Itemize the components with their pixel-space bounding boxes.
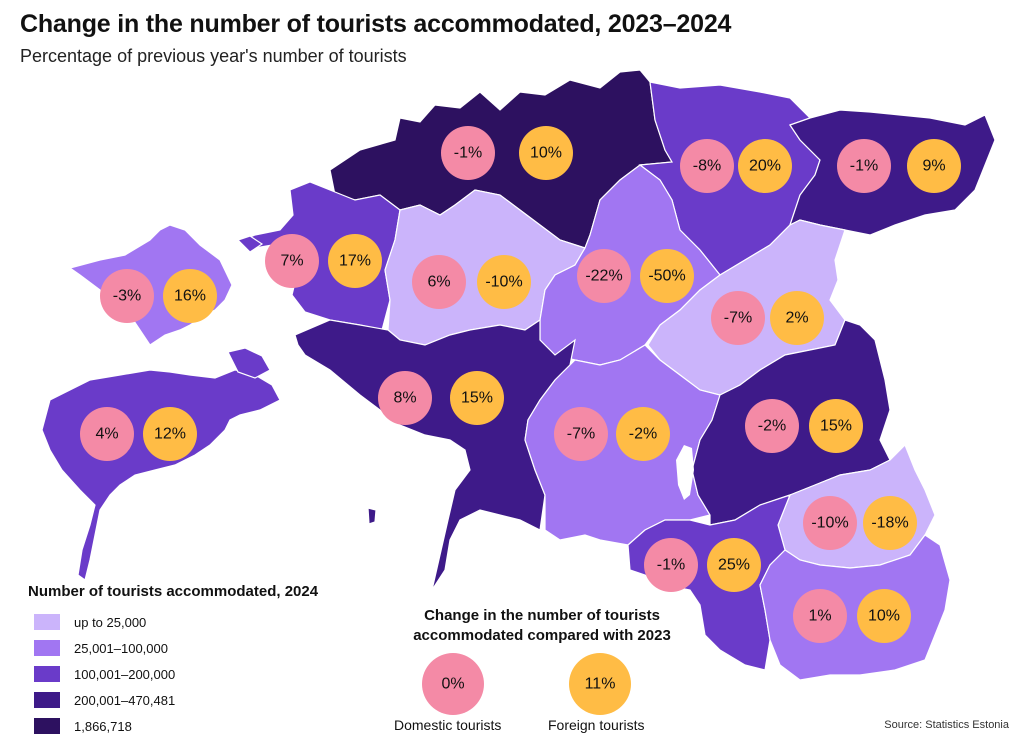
legend-domestic-value: 0% <box>441 676 464 693</box>
legend-item: 25,001–100,000 <box>34 635 175 661</box>
hiiu-domestic-bubble <box>100 269 154 323</box>
viljandi-foreign-value: -2% <box>629 426 657 443</box>
legend-swatch <box>34 692 60 708</box>
legend-label: 100,001–200,000 <box>74 666 176 682</box>
bubble-legend-title: Change in the number of tourists accommo… <box>372 606 712 646</box>
polva-foreign-bubble <box>863 496 917 550</box>
parnu-domestic-value: 8% <box>393 390 416 407</box>
region-parnu[interactable] <box>294 318 576 591</box>
legend-title: Number of tourists accommodated, 2024 <box>28 583 319 600</box>
tartu-domestic-bubble <box>745 399 799 453</box>
valga-domestic-bubble <box>644 538 698 592</box>
jarva-domestic-value: -22% <box>585 268 622 285</box>
bubble-legend-title-line2: accommodated compared with 2023 <box>413 627 671 644</box>
voru-foreign-bubble <box>857 589 911 643</box>
map-subtitle: Percentage of previous year's number of … <box>20 46 407 66</box>
legend-foreign-value: 11% <box>585 676 616 693</box>
legend-swatch <box>34 718 60 734</box>
rapla-domestic-value: 6% <box>427 274 450 291</box>
harju-domestic-value: -1% <box>454 145 482 162</box>
laane-domestic-bubble <box>265 234 319 288</box>
ida-viru-domestic-bubble <box>837 139 891 193</box>
saare-foreign-bubble <box>143 407 197 461</box>
harju-domestic-bubble <box>441 126 495 180</box>
tartu-foreign-bubble <box>809 399 863 453</box>
laane-foreign-bubble <box>328 234 382 288</box>
legend-domestic-label: Domestic tourists <box>394 717 502 733</box>
bubble-legend-title-line1: Change in the number of tourists <box>424 607 660 624</box>
harju-foreign-value: 10% <box>530 145 562 162</box>
laane-foreign-value: 17% <box>339 253 371 270</box>
valga-foreign-bubble <box>707 538 761 592</box>
legend-swatch <box>34 614 60 630</box>
voru-foreign-value: 10% <box>868 608 900 625</box>
island-kihnu <box>367 507 377 525</box>
tartu-foreign-value: 15% <box>820 418 852 435</box>
saare-domestic-bubble <box>80 407 134 461</box>
jogeva-foreign-bubble <box>770 291 824 345</box>
parnu-domestic-bubble <box>378 371 432 425</box>
parnu-foreign-bubble <box>450 371 504 425</box>
legend-foreign-bubble <box>569 653 631 715</box>
hiiu-foreign-value: 16% <box>174 288 206 305</box>
color-legend: up to 25,000 25,001–100,000 100,001–200,… <box>34 609 175 739</box>
legend-label: up to 25,000 <box>74 614 147 630</box>
jogeva-foreign-value: 2% <box>785 310 808 327</box>
polva-foreign-value: -18% <box>871 515 908 532</box>
rapla-foreign-value: -10% <box>485 274 522 291</box>
laane-viru-domestic-value: -8% <box>693 158 721 175</box>
jarva-domestic-bubble <box>577 249 631 303</box>
ida-viru-foreign-bubble <box>907 139 961 193</box>
valga-domestic-value: -1% <box>657 557 685 574</box>
source-note: Source: Statistics Estonia <box>884 719 1009 731</box>
rapla-foreign-bubble <box>477 255 531 309</box>
region-voru[interactable] <box>759 534 951 681</box>
jarva-foreign-value: -50% <box>648 268 685 285</box>
legend-item: 100,001–200,000 <box>34 661 175 687</box>
valga-foreign-value: 25% <box>718 557 750 574</box>
polva-domestic-bubble <box>803 496 857 550</box>
legend-swatch <box>34 666 60 682</box>
laane-domestic-value: 7% <box>280 253 303 270</box>
legend-item: up to 25,000 <box>34 609 175 635</box>
laane-viru-domestic-bubble <box>680 139 734 193</box>
jogeva-domestic-value: -7% <box>724 310 752 327</box>
viljandi-foreign-bubble <box>616 407 670 461</box>
voru-domestic-bubble <box>793 589 847 643</box>
legend-domestic-bubble <box>422 653 484 715</box>
harju-foreign-bubble <box>519 126 573 180</box>
viljandi-domestic-bubble <box>554 407 608 461</box>
laane-viru-foreign-bubble <box>738 139 792 193</box>
island-muhu <box>227 347 271 379</box>
rapla-domestic-bubble <box>412 255 466 309</box>
hiiu-domestic-value: -3% <box>113 288 141 305</box>
island-vormsi <box>236 235 264 253</box>
lake-peipus <box>830 190 1023 450</box>
ida-viru-domestic-value: -1% <box>850 158 878 175</box>
map-title: Change in the number of tourists accommo… <box>20 10 732 38</box>
viljandi-domestic-value: -7% <box>567 426 595 443</box>
voru-domestic-value: 1% <box>808 608 831 625</box>
saare-foreign-value: 12% <box>154 426 186 443</box>
legend-item: 200,001–470,481 <box>34 687 175 713</box>
ida-viru-foreign-value: 9% <box>922 158 945 175</box>
polva-domestic-value: -10% <box>811 515 848 532</box>
jarva-foreign-bubble <box>640 249 694 303</box>
lake-vortsjarv <box>676 445 694 500</box>
hiiu-foreign-bubble <box>163 269 217 323</box>
saare-domestic-value: 4% <box>95 426 118 443</box>
legend-foreign-label: Foreign tourists <box>548 717 645 733</box>
jogeva-domestic-bubble <box>711 291 765 345</box>
parnu-foreign-value: 15% <box>461 390 493 407</box>
legend-swatch <box>34 640 60 656</box>
laane-viru-foreign-value: 20% <box>749 158 781 175</box>
legend-label: 25,001–100,000 <box>74 640 168 656</box>
legend-item: 1,866,718 <box>34 713 175 739</box>
tartu-domestic-value: -2% <box>758 418 786 435</box>
legend-label: 1,866,718 <box>74 718 132 734</box>
region-saare[interactable] <box>41 369 281 582</box>
legend-label: 200,001–470,481 <box>74 692 176 708</box>
